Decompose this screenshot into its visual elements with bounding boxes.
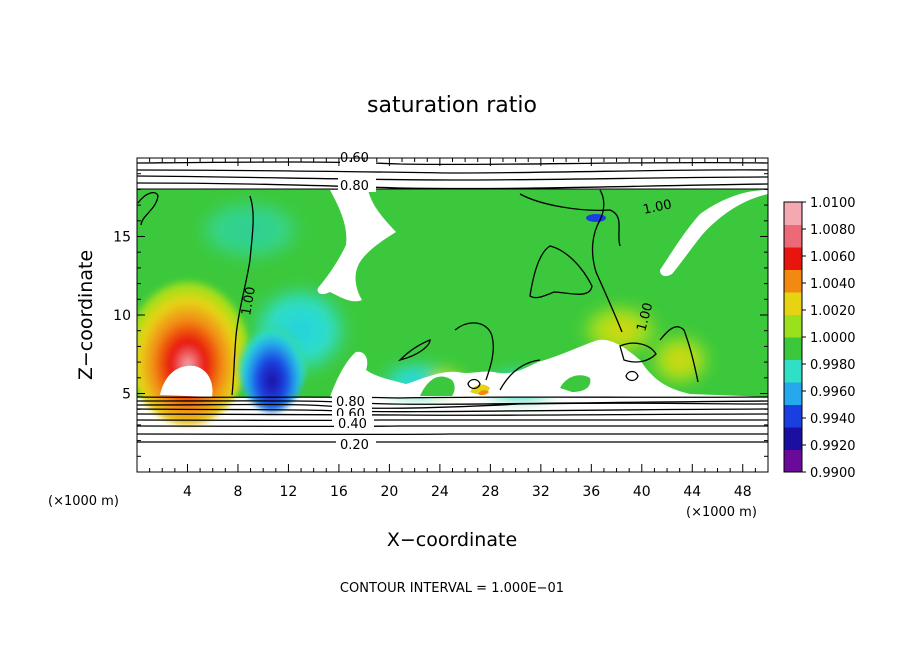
- contour-line-1-right: [519, 193, 621, 247]
- colorbar-swatch: [784, 202, 802, 225]
- contour-line-lower: [137, 396, 768, 399]
- x-tick-label: 32: [532, 484, 550, 500]
- subsaturated-core: [238, 308, 306, 412]
- x-tick-label: 4: [183, 484, 192, 500]
- colorbar-label: 1.0100: [810, 196, 856, 211]
- x-tick-label: 36: [582, 484, 600, 500]
- colorbar-label: 0.9920: [810, 439, 856, 454]
- contour-line-top: [137, 169, 768, 174]
- contour-line-top: [137, 175, 768, 181]
- colorbar-label: 0.9980: [810, 358, 856, 373]
- contour-interval-note: CONTOUR INTERVAL = 1.000E−01: [340, 581, 564, 596]
- dry-intrusion-left: [317, 190, 396, 302]
- dry-intrusion-bottom-left: [160, 365, 213, 397]
- x-tick-label: 16: [330, 484, 348, 500]
- contour-rings: [625, 370, 639, 382]
- x-tick-label: 28: [481, 484, 499, 500]
- contour-label: 0.80: [336, 395, 365, 410]
- colorbar-swatch: [784, 359, 802, 383]
- blue-spot: [586, 214, 606, 222]
- colorbar-swatch: [784, 337, 802, 360]
- colorbar-swatch: [784, 427, 802, 450]
- chart-title: saturation ratio: [367, 93, 537, 118]
- x-tick-label: 40: [633, 484, 651, 500]
- y-tick-label: 10: [113, 308, 131, 324]
- contour-line-1-right-cloud: [659, 326, 699, 383]
- x-axis-label: X−coordinate: [387, 529, 517, 551]
- colorbar-swatch: [784, 247, 802, 270]
- x-unit-label-right: (×1000 m): [686, 505, 757, 520]
- contour-line-lower: [137, 432, 768, 436]
- colorbar-swatch: [784, 269, 802, 293]
- colorbar-label: 0.9940: [810, 412, 856, 427]
- x-tick-label: 8: [233, 484, 242, 500]
- y-tick-label: 15: [113, 230, 131, 246]
- contour-label: 1.00: [642, 197, 673, 218]
- contour-labels: 0.60 0.80 1.00 1.00 1.00 0.80 0.60 0.40 …: [239, 150, 673, 453]
- field-patch-yellow: [645, 330, 715, 390]
- contour-line-lower: [137, 413, 768, 416]
- x-tick-label: 20: [380, 484, 398, 500]
- colorbar-label: 1.0040: [810, 277, 856, 292]
- contour-line-top: [137, 161, 768, 166]
- contour-line-1-left: [137, 192, 159, 226]
- y-axis-ticks: 5 10 15: [113, 173, 768, 457]
- small-green-patch: [420, 376, 455, 396]
- colorbar-label: 0.9960: [810, 385, 856, 400]
- colorbar-swatch: [784, 382, 802, 405]
- colorbar: 0.9900 0.9920 0.9940 0.9960 0.9980 1.0000 1.00…: [783, 196, 856, 481]
- contour-line-1-right-cloud: [619, 342, 657, 363]
- x-tick-label: 48: [734, 484, 752, 500]
- contour-line-top: [137, 182, 768, 190]
- small-green-patch: [560, 375, 591, 392]
- colorbar-swatch: [784, 314, 802, 338]
- contour-lines: [137, 161, 768, 443]
- x-axis-ticks: 4 8 12 16 20 24 28 32 36 40 44 48: [149, 158, 756, 500]
- contour-line-1-right: [591, 189, 623, 333]
- field-patch-cyan: [190, 195, 310, 265]
- colorbar-swatch: [784, 449, 802, 473]
- contour-line-1-middle: [499, 359, 541, 391]
- dry-intrusion-right: [660, 190, 768, 277]
- x-tick-label: 24: [431, 484, 449, 500]
- x-tick-label: 12: [280, 484, 298, 500]
- colorbar-label: 1.0060: [810, 250, 856, 265]
- colorbar-label: 1.0000: [810, 331, 856, 346]
- contour-line-1-middle: [397, 339, 431, 362]
- x-unit-label-left: (×1000 m): [48, 494, 119, 509]
- contour-label: 0.20: [340, 438, 369, 453]
- contour-label: 0.80: [340, 179, 369, 194]
- contour-label: 0.40: [338, 417, 367, 432]
- colorbar-label: 0.9900: [810, 466, 856, 481]
- colorbar-label: 1.0080: [810, 223, 856, 238]
- colorbar-label: 1.0020: [810, 304, 856, 319]
- contour-line-1-left: [231, 195, 254, 396]
- contour-line-lower: [137, 424, 768, 428]
- contour-line-1-middle: [454, 322, 494, 381]
- saturation-field: [137, 189, 768, 425]
- contour-line-lower: [137, 402, 768, 409]
- colorbar-swatch: [784, 224, 802, 248]
- contour-label: 1.00: [634, 301, 656, 333]
- colorbar-swatch: [784, 292, 802, 315]
- colorbar-swatch: [784, 404, 802, 428]
- x-tick-label: 44: [683, 484, 701, 500]
- contour-label: 1.00: [239, 286, 259, 317]
- contour-line-lower: [137, 418, 768, 422]
- contour-line-1-middle: [529, 245, 593, 299]
- small-orange-patch: [478, 390, 489, 396]
- y-tick-label: 5: [122, 387, 131, 403]
- contour-rings: [467, 378, 481, 390]
- y-axis-label: Z−coordinate: [75, 250, 97, 380]
